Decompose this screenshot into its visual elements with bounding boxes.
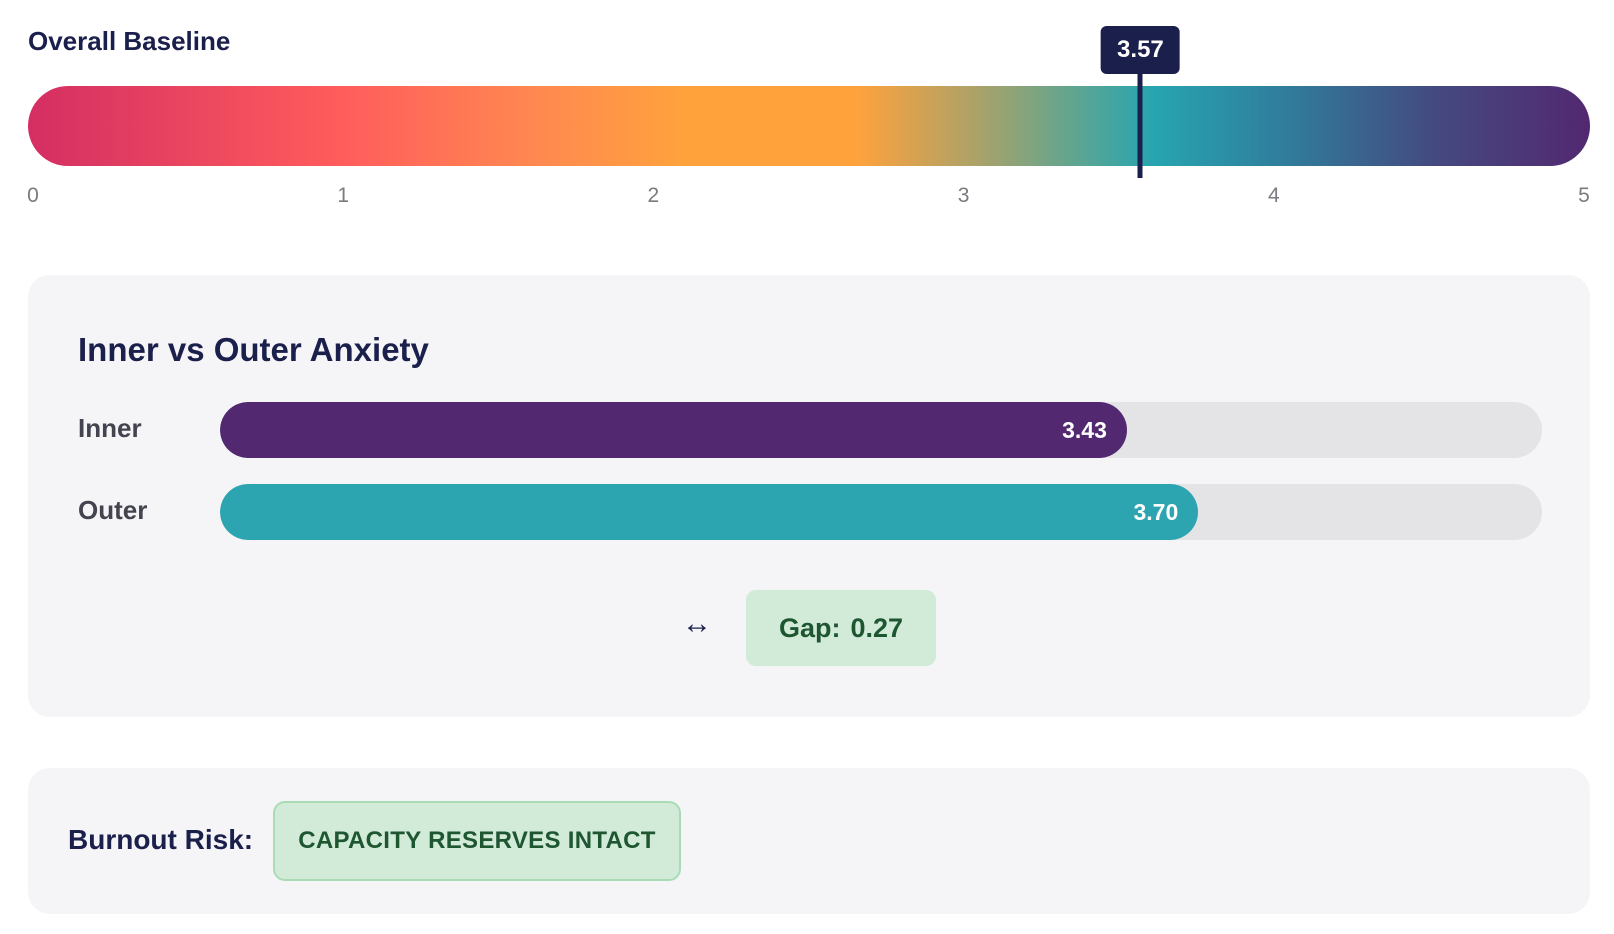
baseline-value-label: 3.57 bbox=[1101, 26, 1180, 74]
burnout-status-badge: CAPACITY RESERVES INTACT bbox=[273, 801, 681, 881]
baseline-tick-label: 1 bbox=[337, 184, 350, 207]
burnout-risk-label: Burnout Risk: bbox=[68, 824, 254, 855]
baseline-tick-label: 0 bbox=[27, 184, 39, 207]
baseline-gradient-scale bbox=[28, 86, 1590, 166]
baseline-tick-label: 3 bbox=[957, 184, 970, 207]
inner-label: Inner bbox=[78, 413, 142, 443]
inner-bar-value: 3.43 bbox=[1062, 417, 1107, 443]
inner-bar-fill: 3.43 bbox=[220, 402, 1127, 458]
outer-bar-fill: 3.70 bbox=[220, 484, 1199, 540]
burnout-panel: Burnout Risk: CAPACITY RESERVES INTACT bbox=[28, 768, 1590, 914]
gap-label: Gap: bbox=[778, 612, 841, 643]
baseline-tick-label: 5 bbox=[1578, 184, 1590, 207]
anxiety-title: Inner vs Outer Anxiety bbox=[78, 331, 429, 368]
baseline-title: Overall Baseline bbox=[28, 26, 231, 56]
left-right-arrow-icon: ↔ bbox=[682, 607, 712, 640]
baseline-tick-label: 2 bbox=[647, 184, 660, 207]
inner-bar-track: 3.43 bbox=[220, 402, 1542, 458]
outer-bar-track: 3.70 bbox=[220, 484, 1542, 540]
outer-bar-value: 3.70 bbox=[1133, 499, 1179, 525]
anxiety-panel: Inner vs Outer Anxiety Inner 3.43 Outer … bbox=[28, 275, 1590, 717]
baseline-tick-label: 4 bbox=[1267, 184, 1280, 207]
outer-label: Outer bbox=[78, 495, 148, 525]
gap-value: 0.27 bbox=[850, 612, 904, 643]
gap-badge: Gap: 0.27 bbox=[746, 590, 936, 666]
baseline-marker bbox=[1137, 72, 1143, 178]
